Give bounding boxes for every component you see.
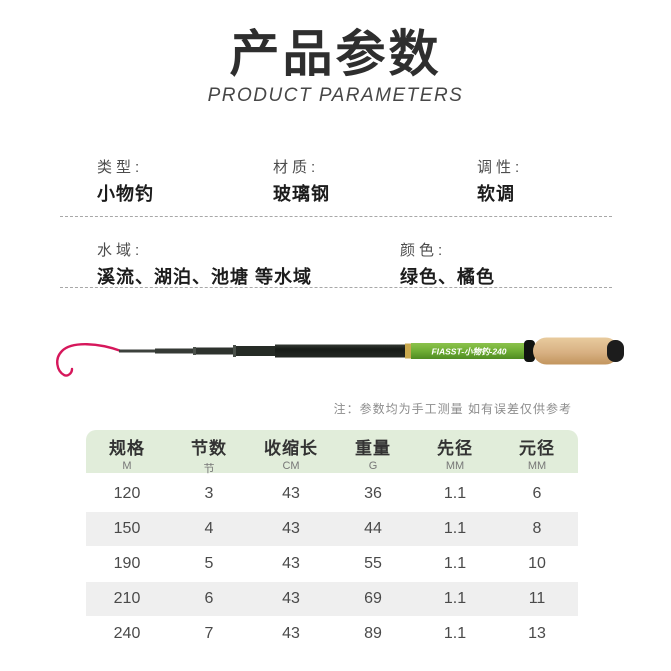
rod-segment-4 — [234, 346, 277, 356]
table-row: 240 7 43 89 1.1 13 — [86, 617, 578, 651]
rod-segment-3 — [194, 347, 236, 355]
column-unit: 节 — [203, 463, 215, 475]
page-subtitle: PRODUCT PARAMETERS — [207, 85, 464, 106]
table-cell: 43 — [282, 520, 300, 537]
table-cell: 1.1 — [443, 590, 467, 607]
rod-segment-2 — [155, 348, 196, 354]
rod-gold-ring — [405, 343, 411, 359]
divider-dashed-2 — [60, 287, 612, 288]
table-cell: 6 — [532, 485, 542, 502]
column-header: 元径 MM — [496, 430, 578, 473]
column-unit: M — [122, 460, 132, 472]
column-title: 重量 — [355, 439, 391, 458]
rod-segment-1 — [119, 349, 157, 353]
table-cell: 55 — [364, 555, 382, 572]
spec-label-material: 材质: — [273, 159, 320, 176]
column-unit: G — [368, 460, 378, 472]
rod-joint-1 — [193, 347, 196, 355]
spec-label-color: 颜色: — [400, 242, 447, 259]
column-unit: CM — [282, 460, 300, 472]
column-header: 规格 M — [86, 430, 168, 473]
rod-green-section — [411, 343, 528, 359]
fishing-rod-image: FIASST-小物钓-240 — [45, 321, 630, 385]
rod-brand-text: FIASST-小物钓-240 — [431, 347, 506, 357]
table-header: 规格 M 节数节收缩长 CM 重量 G 先径 MM 元径 MM — [86, 430, 578, 475]
spec-label-action: 调性: — [477, 159, 524, 176]
rod-joint-2 — [233, 345, 236, 357]
rod-end-cap — [607, 340, 624, 362]
title-block: 产品参数 PRODUCT PARAMETERS — [0, 26, 671, 107]
column-title: 收缩长 — [264, 439, 318, 458]
page-title: 产品参数 — [229, 26, 442, 82]
table-cell: 43 — [282, 590, 300, 607]
divider-dashed-1 — [60, 216, 612, 217]
column-unit: MM — [527, 460, 547, 472]
table-cell: 7 — [204, 625, 214, 642]
table-cell: 1.1 — [443, 555, 467, 572]
table-cell: 10 — [528, 555, 546, 572]
table-cell: 43 — [282, 555, 300, 572]
table-cell: 43 — [282, 485, 300, 502]
column-title: 先径 — [437, 439, 473, 458]
column-header: 收缩长 CM — [250, 430, 332, 473]
table-cell: 13 — [528, 625, 546, 642]
spec-value-color: 绿色、橘色 — [400, 267, 495, 287]
table-cell: 3 — [204, 485, 214, 502]
table-cell: 11 — [528, 590, 546, 607]
column-title: 元径 — [519, 439, 555, 458]
table-cell: 240 — [113, 625, 141, 642]
table-body: 120 3 43 36 1.1 6 150 4 43 44 1.1 8 190 5 43 55 1.1 10 210… — [86, 477, 578, 651]
table-cell: 1.1 — [443, 485, 467, 502]
table-cell: 89 — [364, 625, 382, 642]
table-row: 190 5 43 55 1.1 10 — [86, 547, 578, 581]
table-cell: 1.1 — [443, 520, 467, 537]
table-cell: 43 — [282, 625, 300, 642]
table-row: 120 3 43 36 1.1 6 — [86, 477, 578, 511]
table-row: 150 4 43 44 1.1 8 — [86, 512, 578, 546]
spec-label-waters: 水域: — [97, 242, 144, 259]
column-title: 规格 — [109, 439, 145, 458]
measurement-note: 注：参数均为手工测量 如有误差仅供参考 — [333, 402, 572, 416]
table-row: 210 6 43 69 1.1 11 — [86, 582, 578, 616]
rod-collar-ring — [524, 340, 535, 362]
table-cell: 44 — [364, 520, 382, 537]
fishing-rod-svg: FIASST-小物钓-240 — [56, 337, 624, 377]
table-cell: 36 — [364, 485, 382, 502]
column-header: 重量 G — [332, 430, 414, 473]
table-cell: 6 — [204, 590, 214, 607]
rod-tip-string — [56, 343, 123, 377]
spec-label-type: 类型: — [97, 159, 144, 176]
rod-cork-handle — [533, 337, 619, 365]
column-header: 节数节 — [168, 430, 250, 475]
spec-table: 规格 M 节数节收缩长 CM 重量 G 先径 MM 元径 MM 120 3 43 36 1.1 6 150 4 4… — [86, 430, 578, 652]
table-cell: 4 — [204, 520, 214, 537]
table-cell: 150 — [113, 520, 141, 537]
table-cell: 210 — [113, 590, 141, 607]
table-cell: 5 — [204, 555, 214, 572]
table-cell: 8 — [532, 520, 542, 537]
spec-value-action: 软调 — [477, 184, 515, 204]
spec-value-type: 小物钓 — [97, 184, 154, 204]
column-unit: MM — [445, 460, 465, 472]
table-cell: 120 — [113, 485, 141, 502]
column-header: 先径 MM — [414, 430, 496, 473]
rod-main-section — [275, 344, 407, 358]
spec-value-waters: 溪流、湖泊、池塘 等水域 — [97, 267, 312, 287]
table-cell: 1.1 — [443, 625, 467, 642]
table-cell: 190 — [113, 555, 141, 572]
column-title: 节数 — [191, 439, 227, 458]
table-cell: 69 — [364, 590, 382, 607]
spec-value-material: 玻璃钢 — [273, 184, 330, 204]
